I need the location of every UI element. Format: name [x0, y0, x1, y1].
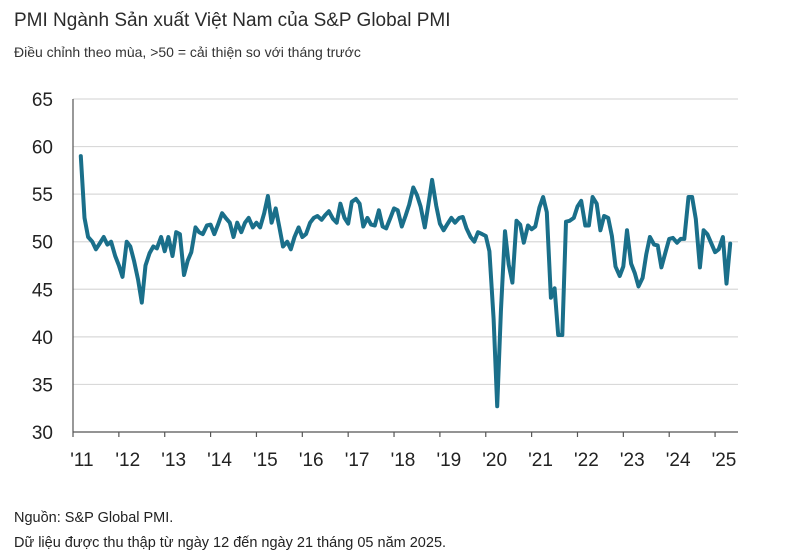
x-tick-label: '18	[391, 450, 416, 471]
y-tick-label: 35	[32, 375, 53, 396]
y-tick-label: 65	[32, 90, 53, 111]
x-tick-label: '13	[161, 450, 186, 471]
source-note: Nguồn: S&P Global PMI.	[14, 510, 174, 526]
axes	[72, 99, 738, 437]
x-tick-label: '21	[528, 450, 553, 471]
x-tick-label: '12	[115, 450, 140, 471]
x-tick-label: '22	[574, 450, 599, 471]
x-tick-label: '16	[299, 450, 324, 471]
x-tick-label: '15	[253, 450, 278, 471]
x-tick-label: '14	[207, 450, 232, 471]
y-tick-labels: 30 35 40 45 50 55 60 65	[32, 90, 53, 444]
series-line-0	[78, 154, 733, 409]
y-tick-label: 40	[32, 328, 53, 349]
x-tick-labels: '11 '12 '13 '14 '15 '16 '17 '18 '19 '20 '21 '22 '23 '…	[70, 450, 736, 471]
x-tick-label: '23	[620, 450, 645, 471]
y-tick-label: 60	[32, 138, 53, 159]
x-tick-label: '24	[666, 450, 691, 471]
x-tick-label: '25	[712, 450, 737, 471]
x-tick-label: '11	[70, 450, 93, 471]
y-tick-label: 30	[32, 423, 53, 444]
x-tick-label: '20	[482, 450, 507, 471]
series-layer	[78, 154, 733, 409]
x-tick-label: '19	[436, 450, 461, 471]
x-tick-label: '17	[345, 450, 370, 471]
grid-lines	[73, 98, 738, 386]
y-tick-label: 45	[32, 280, 53, 301]
y-tick-label: 50	[32, 233, 53, 254]
y-tick-label: 55	[32, 185, 53, 206]
chart-subtitle: Điều chỉnh theo mùa, >50 = cải thiện so …	[14, 44, 361, 60]
data-collection-note: Dữ liệu được thu thập từ ngày 12 đến ngà…	[14, 535, 447, 551]
chart-title: PMI Ngành Sản xuất Việt Nam của S&P Glob…	[14, 10, 451, 31]
